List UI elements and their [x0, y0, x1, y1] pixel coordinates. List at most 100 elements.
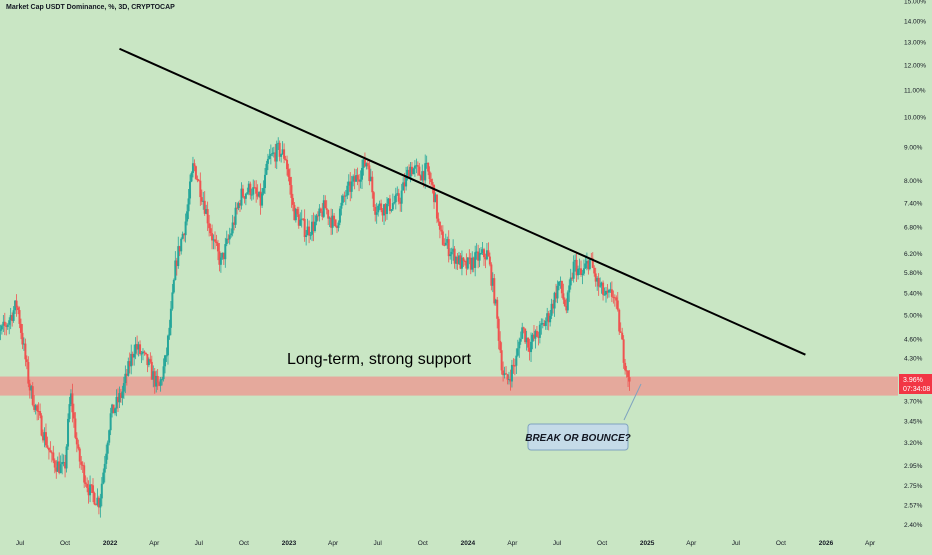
candle — [325, 200, 328, 215]
candle — [540, 318, 543, 335]
candle — [119, 389, 122, 403]
candle — [5, 322, 8, 336]
candle — [609, 282, 612, 293]
candle — [378, 200, 381, 211]
candle — [147, 357, 150, 368]
candle-body — [266, 158, 269, 164]
candle-body — [410, 166, 413, 175]
price-badge-bg — [899, 374, 932, 394]
candle-body — [387, 198, 390, 204]
candle-body — [588, 258, 591, 269]
candle-body — [394, 194, 397, 203]
candle-body — [374, 206, 377, 215]
candle-body — [478, 253, 481, 261]
candle-body — [219, 257, 222, 265]
price-axis[interactable]: 15.00% 14.00% 13.00% 12.00% 11.00% 10.00% 9.00… — [904, 0, 926, 529]
candle — [99, 493, 102, 518]
candle-body — [71, 393, 74, 413]
candle-body — [430, 179, 433, 183]
candle — [385, 197, 388, 220]
candle-body — [362, 159, 365, 168]
candle-body — [419, 175, 422, 181]
candle-body — [274, 152, 277, 162]
candle-body — [200, 197, 203, 202]
candle — [380, 199, 383, 213]
y-tick-label: 9.00% — [904, 145, 923, 152]
candle — [184, 213, 187, 243]
x-tick-label: Oct — [418, 540, 428, 547]
candle — [503, 366, 506, 379]
candle-body — [37, 410, 40, 412]
candle-body — [93, 492, 96, 505]
candle-body — [158, 382, 161, 386]
candle-body — [450, 251, 453, 255]
candle — [6, 323, 9, 330]
candle — [300, 209, 303, 228]
candle — [24, 338, 27, 367]
candle — [381, 207, 384, 222]
candle-body — [281, 149, 284, 155]
candle-body — [259, 191, 262, 206]
candle-body — [318, 208, 321, 217]
candle — [205, 204, 208, 215]
candle — [39, 403, 42, 419]
candle — [25, 355, 28, 370]
candle — [114, 407, 117, 416]
candle — [505, 366, 508, 375]
candle-body — [424, 163, 427, 181]
candle — [128, 352, 131, 374]
candle — [65, 444, 68, 473]
callout-group[interactable]: BREAK OR BOUNCE? — [525, 383, 642, 451]
candle — [619, 322, 622, 333]
candle — [509, 369, 512, 391]
candle-body — [349, 181, 352, 192]
candle-body — [327, 210, 330, 219]
candle — [238, 199, 241, 212]
candle — [559, 276, 562, 289]
candle-body — [484, 257, 487, 260]
candle — [212, 234, 215, 250]
candle-body — [175, 260, 178, 267]
candle-body — [119, 393, 122, 398]
candle-body — [124, 373, 127, 384]
time-axis[interactable]: Jul Oct 2022 Apr Jul Oct 2023 Apr Jul Oct 2024 Apr J… — [16, 540, 876, 547]
candle — [293, 202, 296, 221]
candle — [418, 162, 421, 176]
candle-body — [215, 241, 218, 244]
candle — [93, 491, 96, 506]
candle-body — [305, 235, 308, 238]
candle-body — [150, 361, 153, 380]
candle — [490, 262, 493, 291]
candle — [355, 169, 358, 182]
candle — [302, 218, 305, 221]
y-tick-label: 4.60% — [904, 336, 923, 343]
candle-body — [25, 359, 28, 363]
candle — [613, 294, 616, 307]
candle — [274, 143, 277, 169]
candle — [83, 462, 86, 488]
candle — [327, 209, 330, 226]
candle — [266, 153, 269, 171]
candle-body — [252, 187, 255, 195]
candle-body — [541, 323, 544, 325]
candle-body — [67, 418, 70, 447]
candle — [164, 354, 167, 374]
candle-body — [459, 255, 462, 269]
candle — [231, 214, 234, 237]
candle — [487, 242, 490, 257]
candle-body — [352, 176, 355, 182]
candle-body — [388, 198, 391, 211]
candle — [575, 251, 578, 282]
candle-body — [262, 188, 265, 194]
candle-body — [272, 152, 275, 154]
candle-body — [510, 364, 513, 382]
support-zone-layer — [0, 376, 898, 396]
candle — [334, 219, 337, 228]
candle — [87, 480, 90, 504]
candle-body — [225, 238, 228, 245]
y-tick-label: 14.00% — [904, 18, 926, 25]
candle — [525, 330, 528, 351]
y-tick-label: 3.20% — [904, 440, 923, 447]
